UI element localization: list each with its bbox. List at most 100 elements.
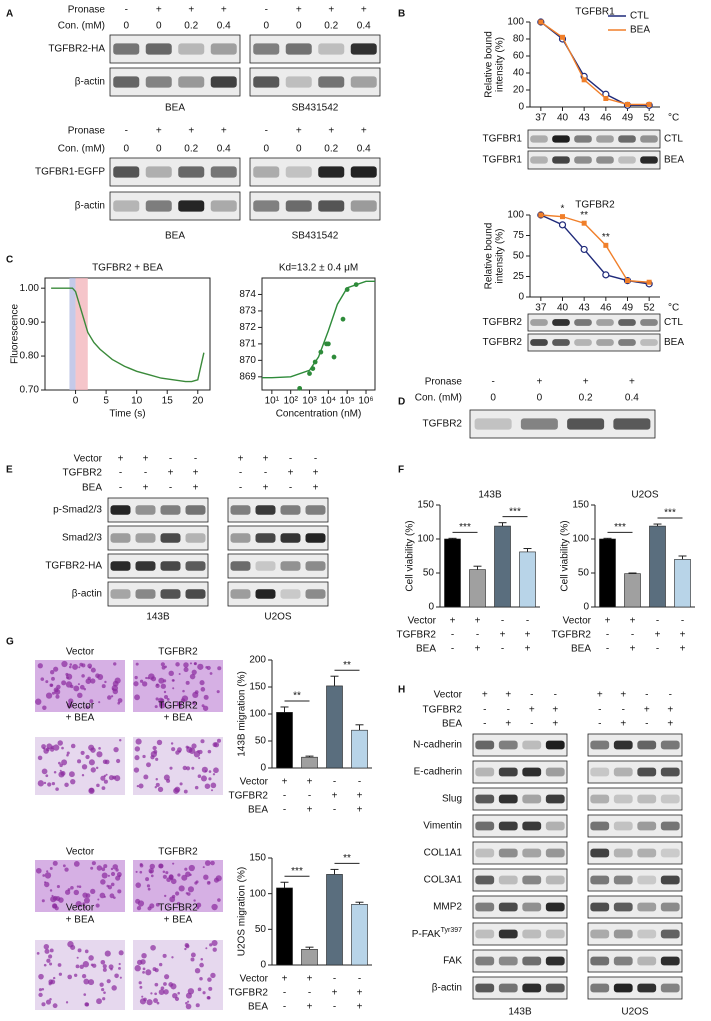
- x-unit: °C: [668, 113, 679, 124]
- cell: [178, 885, 185, 892]
- cell: [217, 898, 221, 902]
- blot-header-cell: +: [156, 126, 162, 137]
- blot-band: [210, 43, 237, 55]
- cell: [41, 987, 45, 991]
- cell: [191, 766, 195, 770]
- blot-band: [637, 956, 657, 966]
- cell: [150, 944, 156, 951]
- blot-header-cell: -: [598, 719, 601, 730]
- blot-band: [545, 821, 565, 831]
- blot-band: [178, 166, 205, 178]
- blot-band: [613, 848, 633, 858]
- cell: [147, 906, 152, 911]
- blot-band: [160, 505, 181, 515]
- cell: [158, 962, 163, 967]
- x-axis-label: Concentration (nM): [276, 409, 362, 420]
- marker: [297, 385, 303, 391]
- blot-right-label: BEA: [664, 337, 684, 348]
- blot-header-cell: -: [119, 468, 122, 479]
- cell: [104, 950, 111, 957]
- cell: [103, 895, 106, 898]
- cell: [105, 773, 108, 776]
- blot-band: [590, 767, 610, 777]
- cell: [49, 948, 54, 953]
- blot-band: [545, 848, 565, 858]
- blot-band: [590, 848, 610, 858]
- blot-header-cell: 0.2: [324, 144, 338, 155]
- cell: [41, 768, 48, 775]
- bar: [351, 729, 368, 769]
- cell: [172, 687, 175, 690]
- cell: [141, 995, 144, 998]
- panel-label: G: [6, 637, 14, 648]
- marker: [603, 242, 609, 248]
- cell: [213, 767, 219, 774]
- blot-row-label: β-actin: [72, 589, 102, 600]
- x-tick-label: 10⁵: [340, 396, 355, 407]
- blot-band: [475, 848, 495, 858]
- cell: [53, 744, 60, 751]
- y-tick-label: 50: [578, 568, 590, 579]
- cell: [183, 667, 189, 673]
- blot-band: [637, 794, 657, 804]
- cell: [155, 697, 159, 701]
- blot-band: [350, 76, 377, 88]
- condition-label: TGFBR2: [397, 630, 437, 641]
- bar: [469, 569, 486, 608]
- cell: [45, 774, 49, 778]
- y-tick-label: 869: [239, 371, 256, 382]
- cell: [42, 874, 46, 877]
- cell: [203, 874, 209, 880]
- condition-cell: -: [283, 988, 286, 999]
- blot-frame: [587, 949, 683, 973]
- blot-header-label: Con. (mM): [58, 21, 105, 32]
- cell: [99, 982, 104, 987]
- cell: [53, 976, 56, 980]
- cell: [97, 898, 100, 901]
- cell: [48, 954, 53, 959]
- cell: [142, 967, 146, 971]
- cell: [103, 864, 108, 869]
- blot-band: [552, 319, 570, 326]
- y-tick-label: 200: [249, 655, 266, 666]
- blot-band: [113, 43, 140, 55]
- blot-header-cell: -: [554, 690, 557, 701]
- blot-frame: [249, 191, 381, 221]
- blot-header-cell: -: [265, 5, 268, 16]
- cell: [206, 995, 211, 1000]
- cell: [41, 899, 45, 903]
- cell: [200, 687, 206, 692]
- y-tick-label: 60: [513, 51, 525, 62]
- blot-frame: [107, 525, 209, 551]
- cell: [81, 663, 86, 668]
- blot-header-cell: 0: [156, 144, 162, 155]
- blot-band: [618, 156, 636, 164]
- x-tick-label: 37: [535, 303, 547, 314]
- blot-band: [613, 418, 651, 430]
- blot-band: [285, 200, 312, 212]
- cell: [45, 999, 52, 1005]
- blot-band: [590, 740, 610, 750]
- y-axis-label: 143B migration (%): [237, 671, 248, 757]
- blot-header-cell: +: [597, 690, 603, 701]
- cell: [195, 1003, 200, 1008]
- y-tick-label: 0.90: [20, 317, 40, 328]
- blot-band: [110, 561, 131, 571]
- cell: [82, 902, 86, 906]
- cell: [49, 867, 53, 870]
- blot-band: [522, 821, 542, 831]
- blot-header-cell: 0: [263, 144, 269, 155]
- blot-band: [285, 166, 312, 178]
- blot-header-cell: -: [144, 468, 147, 479]
- cell: [136, 905, 142, 911]
- blot-band: [475, 929, 495, 939]
- condition-label: Vector: [240, 974, 269, 985]
- cell: [162, 953, 167, 958]
- x-axis-label: Time (s): [109, 409, 145, 420]
- marker: [538, 212, 544, 218]
- shaded-region: [69, 278, 76, 390]
- cell: [190, 957, 195, 962]
- x-tick-label: 43: [579, 303, 591, 314]
- cell: [49, 683, 53, 687]
- cell: [142, 970, 145, 974]
